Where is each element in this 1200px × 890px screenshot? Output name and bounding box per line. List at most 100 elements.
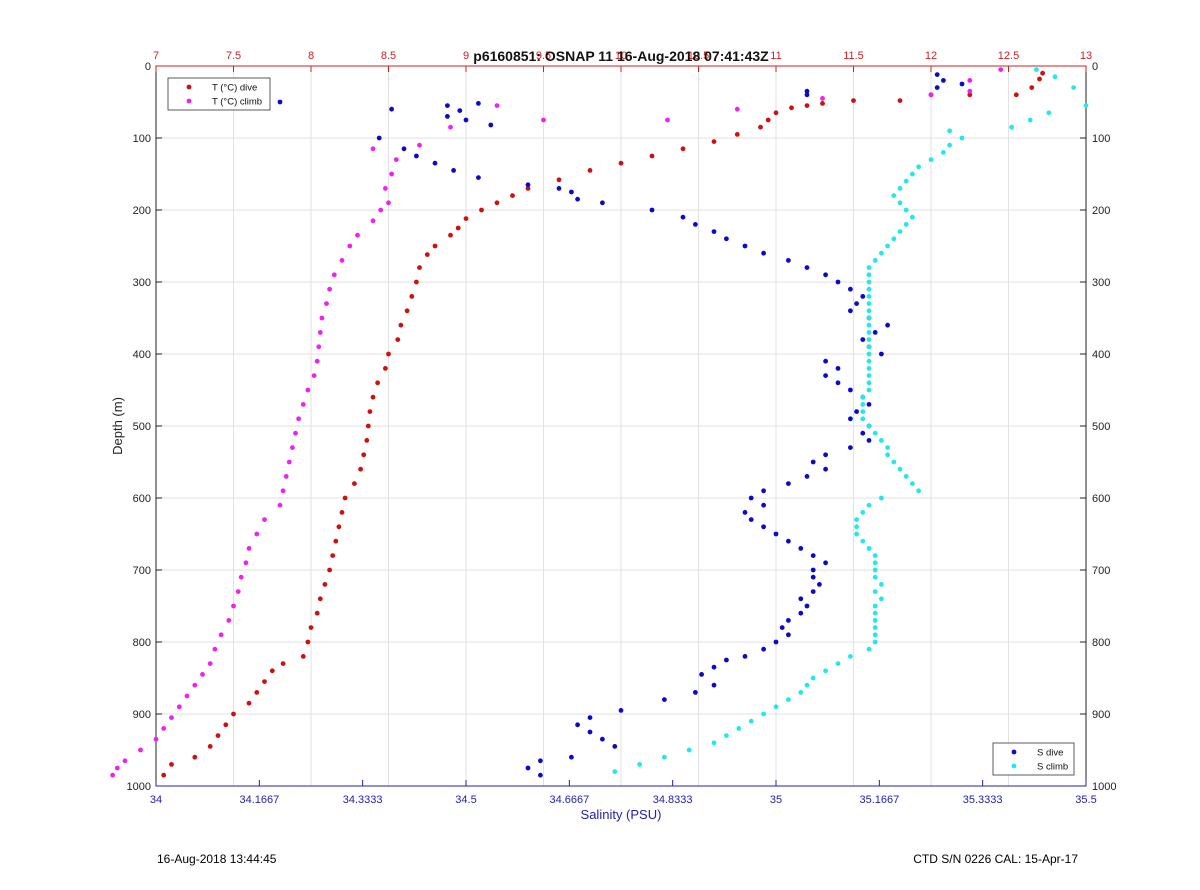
data-point <box>686 747 692 753</box>
data-point <box>246 700 252 706</box>
data-point <box>358 466 363 472</box>
data-point <box>866 315 872 321</box>
data-point <box>510 193 515 199</box>
data-point <box>773 531 779 537</box>
data-point <box>773 110 779 116</box>
data-point <box>786 618 791 623</box>
data-point <box>370 218 376 224</box>
data-point <box>866 279 872 285</box>
data-point <box>823 668 828 674</box>
data-point <box>649 207 655 213</box>
y-tick-label-left: 200 <box>133 205 151 217</box>
x-top-tick-label: 7.5 <box>226 50 241 62</box>
data-point <box>361 452 367 458</box>
legend-top-left: T (°C) dive T (°C) climb <box>167 77 271 111</box>
data-point <box>848 308 853 314</box>
x-top-tick-label: 10.5 <box>688 50 709 62</box>
y-tick-label-left: 500 <box>133 421 151 433</box>
x-top-tick-label: 9 <box>463 50 469 62</box>
data-point <box>322 582 328 587</box>
data-point <box>860 402 866 407</box>
y-tick-label-right: 100 <box>1092 133 1110 145</box>
data-point <box>866 546 872 551</box>
data-point <box>161 772 167 778</box>
x-top-tick-label: 12.5 <box>998 50 1019 62</box>
data-point <box>376 135 382 141</box>
y-tick-label-right: 200 <box>1092 205 1110 217</box>
footer-ctd-calibration: CTD S/N 0226 CAL: 15-Apr-17 <box>913 852 1078 866</box>
x-bottom-tick-label: 34 <box>150 794 162 806</box>
data-point <box>395 337 401 342</box>
data-point <box>789 105 794 111</box>
data-point <box>541 117 546 123</box>
data-point <box>339 510 345 515</box>
data-point <box>330 553 336 558</box>
data-point <box>445 114 450 119</box>
data-point <box>860 409 866 414</box>
data-point <box>662 697 667 702</box>
data-point <box>575 196 580 202</box>
y-tick-label-left: 700 <box>133 565 151 577</box>
data-point <box>798 596 804 602</box>
series-s-climb <box>612 67 1089 774</box>
data-point <box>885 322 890 328</box>
data-point <box>352 481 357 486</box>
data-point <box>761 250 766 256</box>
data-point <box>662 754 667 760</box>
data-point <box>854 524 859 530</box>
data-point <box>110 772 115 778</box>
data-point <box>711 740 717 746</box>
data-point <box>231 603 236 609</box>
data-point <box>192 754 198 760</box>
data-point <box>114 765 120 771</box>
data-point <box>817 582 822 587</box>
data-point <box>761 502 766 508</box>
data-point <box>414 153 419 159</box>
legend-box <box>992 742 1075 776</box>
data-point <box>866 301 872 306</box>
data-point <box>375 380 380 386</box>
data-point <box>286 459 292 465</box>
data-point <box>386 200 391 206</box>
x-top-tick-label: 11 <box>770 50 781 62</box>
data-point <box>872 430 878 436</box>
data-point <box>398 322 404 328</box>
data-point <box>649 153 655 159</box>
data-point <box>804 265 810 270</box>
x-top-tick-label: 9.5 <box>536 50 551 62</box>
y-tick-label-left: 100 <box>133 133 151 145</box>
data-point <box>854 301 859 306</box>
data-point <box>761 646 766 652</box>
data-point <box>773 639 779 645</box>
data-point <box>860 394 866 400</box>
data-point <box>393 157 399 163</box>
data-point <box>734 106 740 112</box>
data-point <box>786 258 791 263</box>
data-point <box>138 747 143 753</box>
data-point <box>742 243 748 249</box>
data-point <box>269 668 275 674</box>
data-point <box>872 567 878 573</box>
data-point <box>296 416 301 422</box>
legend-label: S dive <box>1037 748 1063 759</box>
data-point <box>169 762 174 767</box>
data-point <box>866 272 872 278</box>
data-point <box>587 729 593 735</box>
data-point <box>897 200 903 206</box>
data-point <box>910 214 915 220</box>
data-point <box>891 193 897 199</box>
y-tick-label-right: 400 <box>1092 349 1110 361</box>
data-point <box>872 618 878 623</box>
data-point <box>724 733 729 738</box>
data-point <box>835 380 841 386</box>
data-point <box>835 366 841 371</box>
data-point <box>231 711 236 717</box>
y-tick-label-left: 0 <box>145 61 151 73</box>
data-point <box>903 207 909 213</box>
data-point <box>810 589 816 594</box>
data-point <box>153 736 159 742</box>
data-point <box>711 682 717 688</box>
data-point <box>897 98 903 103</box>
data-point <box>212 646 218 652</box>
